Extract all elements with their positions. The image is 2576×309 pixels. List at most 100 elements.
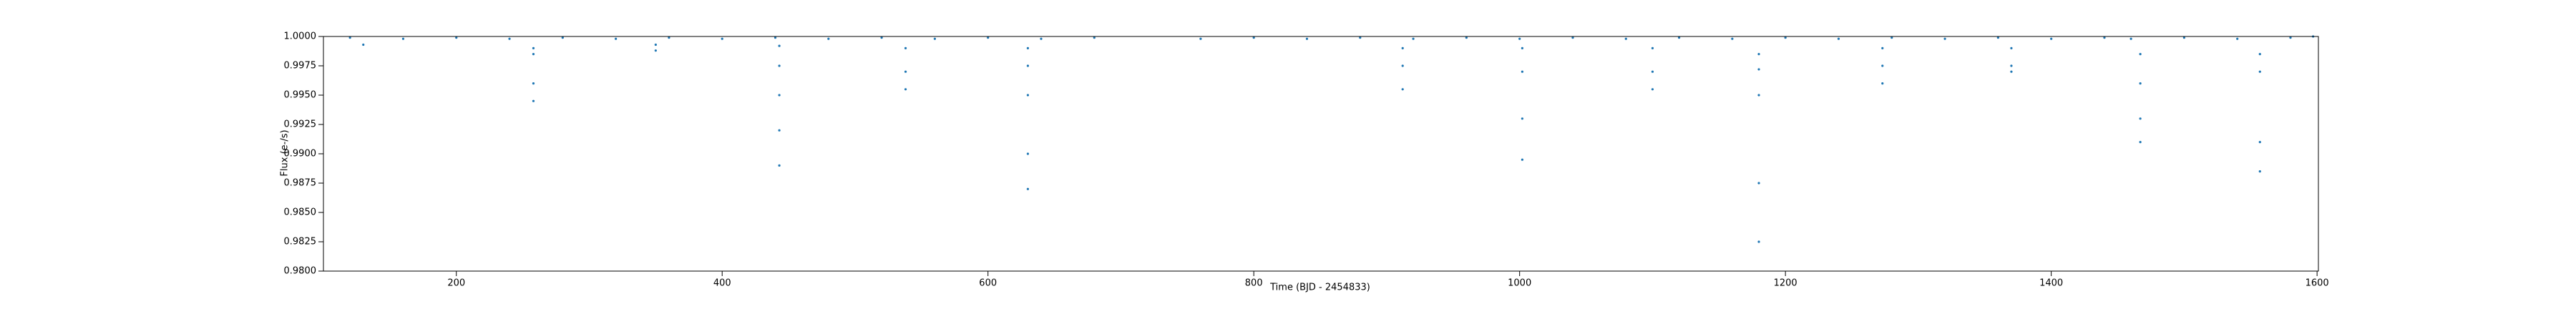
data-point xyxy=(1881,82,1884,85)
data-point xyxy=(654,49,657,52)
data-point xyxy=(904,70,907,73)
data-point xyxy=(532,82,535,85)
y-tick-label: 0.9800 xyxy=(284,266,317,277)
x-tick-label: 200 xyxy=(447,278,465,289)
x-tick-label: 1400 xyxy=(2039,278,2063,289)
data-point xyxy=(2139,82,2142,85)
data-point xyxy=(1093,36,1096,39)
data-point xyxy=(1624,37,1627,40)
plot-frame xyxy=(323,36,2319,272)
data-point xyxy=(1521,117,1524,120)
data-point xyxy=(401,37,405,40)
data-point xyxy=(778,64,781,67)
data-point xyxy=(933,37,937,40)
data-point xyxy=(1359,36,1362,39)
data-point xyxy=(1401,46,1404,49)
data-point xyxy=(1757,68,1760,71)
data-point xyxy=(1401,64,1404,67)
data-point xyxy=(2258,70,2261,73)
data-point xyxy=(2129,37,2132,40)
data-point xyxy=(1252,36,1255,39)
data-point xyxy=(1521,70,1524,73)
data-point xyxy=(1996,36,1999,39)
data-point xyxy=(1465,36,1468,39)
y-tick-label: 0.9975 xyxy=(284,61,317,72)
data-point xyxy=(508,37,511,40)
data-point xyxy=(2258,53,2261,56)
data-point xyxy=(778,94,781,97)
x-tick-label: 1600 xyxy=(2306,278,2329,289)
data-point xyxy=(1943,37,1946,40)
data-point xyxy=(1571,36,1574,39)
data-point xyxy=(532,53,535,56)
data-point xyxy=(2010,70,2013,73)
data-point xyxy=(1305,37,1309,40)
y-tick-label: 0.9850 xyxy=(284,207,317,218)
data-point xyxy=(1040,37,1043,40)
data-point xyxy=(2103,36,2106,39)
data-point xyxy=(904,88,907,91)
y-tick-label: 0.9825 xyxy=(284,237,317,247)
data-point xyxy=(827,37,830,40)
data-point xyxy=(1026,94,1030,97)
data-point xyxy=(1412,37,1415,40)
data-point xyxy=(2010,46,2013,49)
data-point xyxy=(1199,37,1202,40)
data-point xyxy=(615,37,618,40)
data-point xyxy=(1677,36,1681,39)
data-point xyxy=(1881,64,1884,67)
x-axis-label: Time (BJD - 2454833) xyxy=(1269,283,1370,293)
data-point xyxy=(987,36,990,39)
data-point xyxy=(1521,158,1524,161)
data-point xyxy=(1837,37,1840,40)
data-point xyxy=(1757,53,1760,56)
y-tick-label: 0.9925 xyxy=(284,119,317,130)
data-point xyxy=(1757,182,1760,185)
data-point xyxy=(1026,187,1030,190)
data-point xyxy=(2182,36,2185,39)
x-tick-label: 1200 xyxy=(1774,278,1797,289)
data-point xyxy=(1518,37,1521,40)
x-tick-label: 600 xyxy=(979,278,997,289)
y-tick-label: 0.9875 xyxy=(284,178,317,189)
data-point xyxy=(348,36,351,39)
data-point xyxy=(2139,53,2142,56)
data-point xyxy=(721,37,723,40)
data-point xyxy=(1784,36,1787,39)
data-point xyxy=(1401,88,1404,91)
data-point xyxy=(1651,46,1654,49)
x-tick-label: 1000 xyxy=(1508,278,1531,289)
data-point xyxy=(778,44,781,47)
data-point xyxy=(904,46,907,49)
data-point xyxy=(2236,37,2239,40)
data-point xyxy=(532,99,535,102)
data-point xyxy=(1757,240,1760,243)
data-point xyxy=(1890,36,1893,39)
y-tick-label: 0.9950 xyxy=(284,90,317,101)
y-tick-label: 1.0000 xyxy=(284,31,317,42)
x-tick-label: 800 xyxy=(1245,278,1263,289)
data-point xyxy=(1026,46,1030,49)
x-tick-label: 400 xyxy=(713,278,731,289)
data-point xyxy=(532,46,535,49)
data-point xyxy=(2010,64,2013,67)
data-point xyxy=(1651,70,1654,73)
data-point xyxy=(1757,94,1760,97)
data-point xyxy=(2050,37,2053,40)
y-axis-label: Flux (e-/s) xyxy=(280,129,291,176)
data-point xyxy=(1026,152,1030,155)
data-point xyxy=(880,36,883,39)
data-point xyxy=(561,36,564,39)
data-point xyxy=(2139,141,2142,144)
data-point xyxy=(778,129,781,132)
data-point xyxy=(654,43,657,46)
data-point xyxy=(2258,141,2261,144)
data-point xyxy=(1881,46,1884,49)
data-point xyxy=(2258,170,2261,173)
data-point xyxy=(2289,36,2292,39)
data-point xyxy=(778,164,781,167)
y-tick-label: 0.9900 xyxy=(284,149,317,160)
data-point xyxy=(1731,37,1734,40)
data-point xyxy=(774,36,777,39)
